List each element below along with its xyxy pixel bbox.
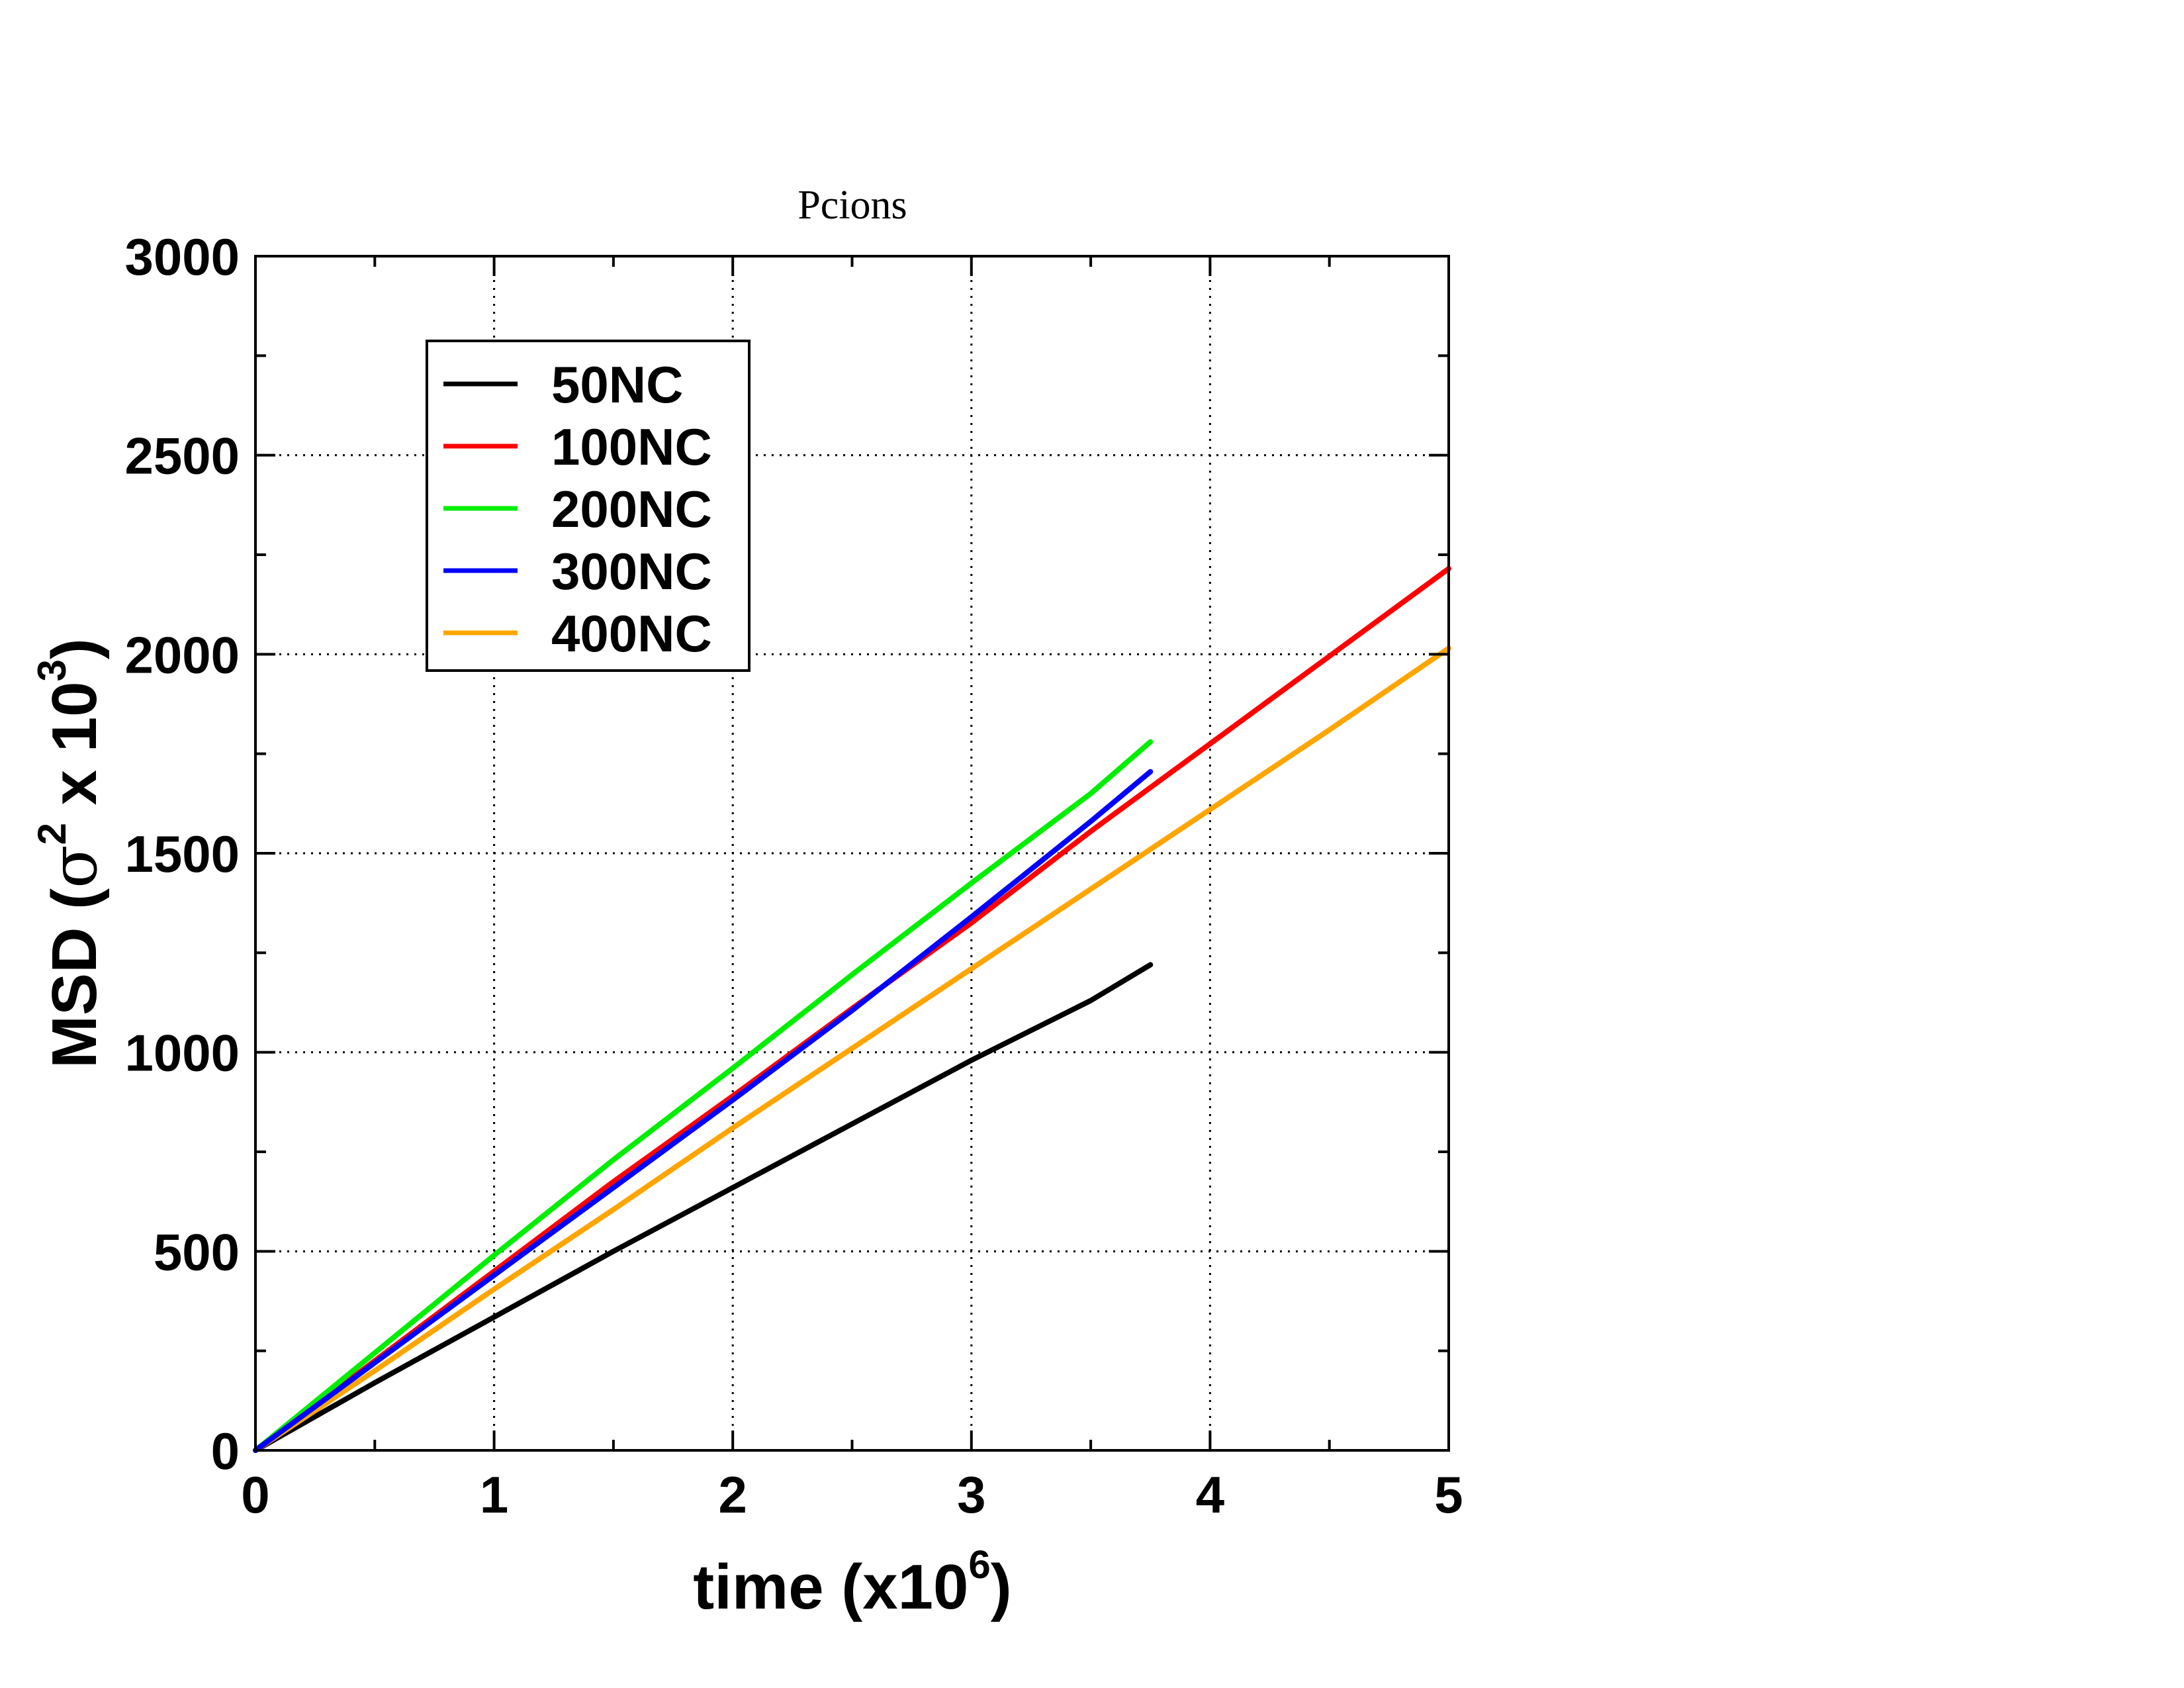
x-tick-label: 2 [719,1466,747,1524]
legend-label: 400NC [551,604,712,663]
series-line-200nc [253,739,1154,1453]
legend-label: 50NC [551,355,683,414]
y-tick-label: 1000 [124,1024,240,1082]
series-lines [253,566,1451,1453]
chart-title: Pcions [797,183,907,228]
x-axis-title: time (x106) [693,1542,1012,1622]
x-tick-label: 1 [480,1466,508,1524]
y-tick-label: 1500 [124,825,240,883]
x-tick-labels: 0 1 2 3 4 5 [241,1466,1463,1524]
series-line-300nc [253,769,1154,1453]
y-tick-label: 500 [154,1223,240,1281]
y-tick-label: 2000 [124,626,240,684]
y-axis-title: MSD (σ2 x 103) [30,638,111,1068]
x-tick-label: 4 [1196,1466,1224,1524]
y-tick-label: 2500 [124,427,240,485]
axis-ticks [254,255,1450,1452]
x-tick-label: 3 [957,1466,985,1524]
y-tick-label: 0 [211,1422,240,1480]
legend-box [426,340,751,672]
x-tick-label: 0 [241,1466,269,1524]
plot-frame [254,255,1450,1452]
x-tick-label: 5 [1434,1466,1463,1524]
legend-label: 300NC [551,542,712,600]
y-tick-labels: 0 500 1000 1500 2000 2500 3000 [124,228,240,1480]
y-tick-label: 3000 [124,228,240,286]
legend-label: 100NC [551,418,712,476]
series-line-400nc [253,645,1451,1453]
legend-label: 200NC [551,480,712,538]
series-line-50nc [253,962,1154,1453]
